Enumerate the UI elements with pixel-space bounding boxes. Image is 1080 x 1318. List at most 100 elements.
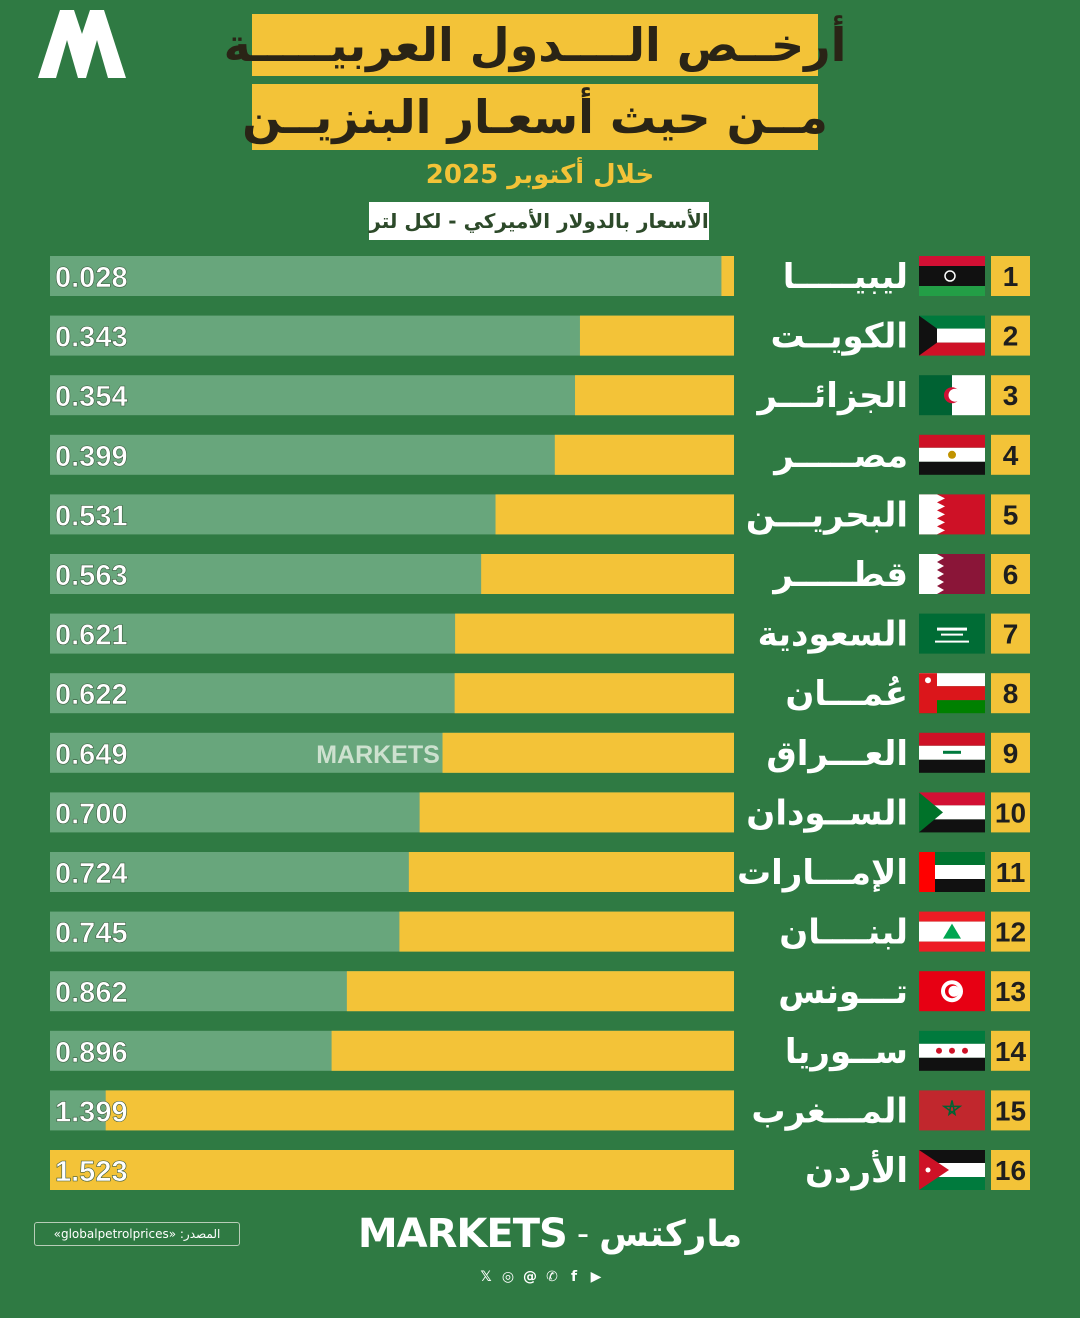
country-name: مصـــــر [772, 436, 908, 476]
bar-value [481, 554, 734, 594]
rank-label: 1 [1003, 261, 1019, 292]
rank-label: 11 [996, 857, 1026, 888]
rank-box [991, 315, 1030, 356]
bar-value [419, 792, 734, 833]
libya-flag-icon [919, 256, 985, 296]
value-label: 0.399 [55, 441, 128, 473]
bar-row-9: 0.649 العـــراق 9 [50, 732, 1030, 774]
algeria-flag-icon [919, 375, 985, 416]
youtube-icon[interactable]: ▶ [590, 1269, 602, 1285]
rank-label: 3 [1003, 380, 1019, 411]
country-name: الجزائـــر [755, 376, 908, 416]
rank-label: 9 [1003, 738, 1019, 769]
facebook-icon[interactable]: f [570, 1269, 578, 1285]
bar-value [454, 673, 734, 714]
qatar-flag-icon [919, 554, 985, 594]
value-label: 0.531 [55, 500, 128, 532]
bar-value [721, 256, 734, 296]
watermark-text: MARKETS [316, 741, 440, 769]
bar-row-10: 0.700 الســودان 10 [50, 792, 1030, 833]
rank-label: 7 [1003, 619, 1019, 650]
bar-row-3: 0.354 الجزائـــر 3 [50, 375, 1030, 416]
rank-box [991, 375, 1030, 416]
value-label: 0.563 [55, 560, 128, 592]
whatsapp-icon[interactable]: ✆ [546, 1269, 558, 1285]
country-name: البحريـــن [746, 495, 908, 535]
country-name: ليبيـــــا [783, 257, 908, 297]
country-name: الأردن [805, 1149, 908, 1191]
country-name: قطـــــر [771, 555, 908, 595]
rank-box [991, 971, 1030, 1012]
rank-box [991, 1090, 1030, 1131]
sudan-flag-icon [919, 792, 985, 833]
country-name: الكويــت [770, 317, 908, 357]
bar-value [50, 1150, 734, 1190]
rank-label: 6 [1003, 559, 1019, 590]
rank-box [991, 673, 1030, 714]
country-name: ســوريا [785, 1032, 908, 1072]
bar-track [50, 256, 734, 296]
rank-box [991, 554, 1030, 594]
rank-label: 2 [1003, 321, 1019, 352]
rank-label: 14 [995, 1036, 1027, 1067]
value-label: 0.862 [55, 977, 128, 1009]
value-label: 0.649 [55, 739, 128, 771]
kuwait-flag-icon [919, 315, 985, 356]
rank-box [991, 911, 1030, 952]
bar-value [408, 852, 734, 892]
bar-row-5: 0.531 البحريـــن 5 [50, 494, 1030, 535]
bar-row-8: 0.622 عُمـــان 8 [50, 673, 1030, 714]
country-name: المـــغرب [751, 1091, 908, 1131]
brand-logo-icon [38, 10, 126, 78]
bar-value [495, 494, 734, 535]
rank-box [991, 852, 1030, 892]
bar-value [442, 732, 734, 773]
country-name: عُمـــان [785, 674, 908, 714]
tunisia-flag-icon [919, 971, 985, 1012]
bar-row-13: 0.862 تـــونس 13 [50, 971, 1030, 1012]
rank-label: 16 [995, 1155, 1026, 1186]
bar-row-11: 0.724 الإمـــارات 11 [50, 852, 1030, 893]
brand-separator: - [576, 1214, 590, 1254]
value-label: 1.523 [55, 1156, 128, 1188]
bar-value [331, 1030, 734, 1071]
title-line-1: أرخــص الــــدول العربيـــــة [224, 14, 846, 76]
bar-row-6: 0.563 قطـــــر 6 [50, 554, 1030, 595]
rank-label: 13 [995, 976, 1026, 1007]
uae-flag-icon [919, 852, 985, 892]
threads-icon[interactable]: @ [523, 1269, 537, 1285]
jordan-flag-icon [919, 1150, 985, 1190]
rank-box [991, 613, 1030, 654]
morocco-flag-icon [919, 1090, 985, 1131]
country-name: لبنــــان [779, 913, 908, 953]
bar-value [554, 434, 734, 475]
x-icon[interactable]: 𝕏 [480, 1269, 492, 1285]
rank-box [991, 792, 1030, 833]
syria-flag-icon [919, 1030, 985, 1071]
bar-row-4: 0.399 مصـــــر 4 [50, 434, 1030, 476]
rank-label: 12 [995, 917, 1026, 948]
title-line-2: مــن حيث أسعـار البنزيــن [242, 84, 828, 150]
rank-label: 4 [1003, 440, 1019, 471]
value-label: 0.622 [55, 679, 128, 711]
country-name: الإمـــارات [737, 853, 908, 893]
brand-name-ar: ماركتس [599, 1213, 743, 1255]
country-name: العـــراق [766, 734, 908, 774]
value-label: 0.621 [55, 620, 128, 652]
value-label: 1.399 [55, 1096, 128, 1128]
social-icons: 𝕏 ◎ @ ✆ f ▶ [474, 1266, 608, 1288]
instagram-icon[interactable]: ◎ [501, 1269, 515, 1285]
value-label: 0.896 [55, 1037, 128, 1069]
rank-box [991, 1150, 1030, 1190]
egypt-flag-icon [919, 434, 985, 475]
bar-row-16: 1.523 الأردن 16 [50, 1149, 1030, 1191]
rank-box [991, 1030, 1030, 1071]
bar-value [579, 315, 734, 356]
value-label: 0.028 [55, 262, 128, 294]
rank-box [991, 732, 1030, 773]
bar-row-1: 0.028 ليبيـــــا 1 [50, 256, 1030, 297]
rank-box [991, 256, 1030, 296]
bar-row-14: 0.896 ســوريا 14 [50, 1030, 1030, 1072]
rank-label: 5 [1003, 499, 1019, 530]
